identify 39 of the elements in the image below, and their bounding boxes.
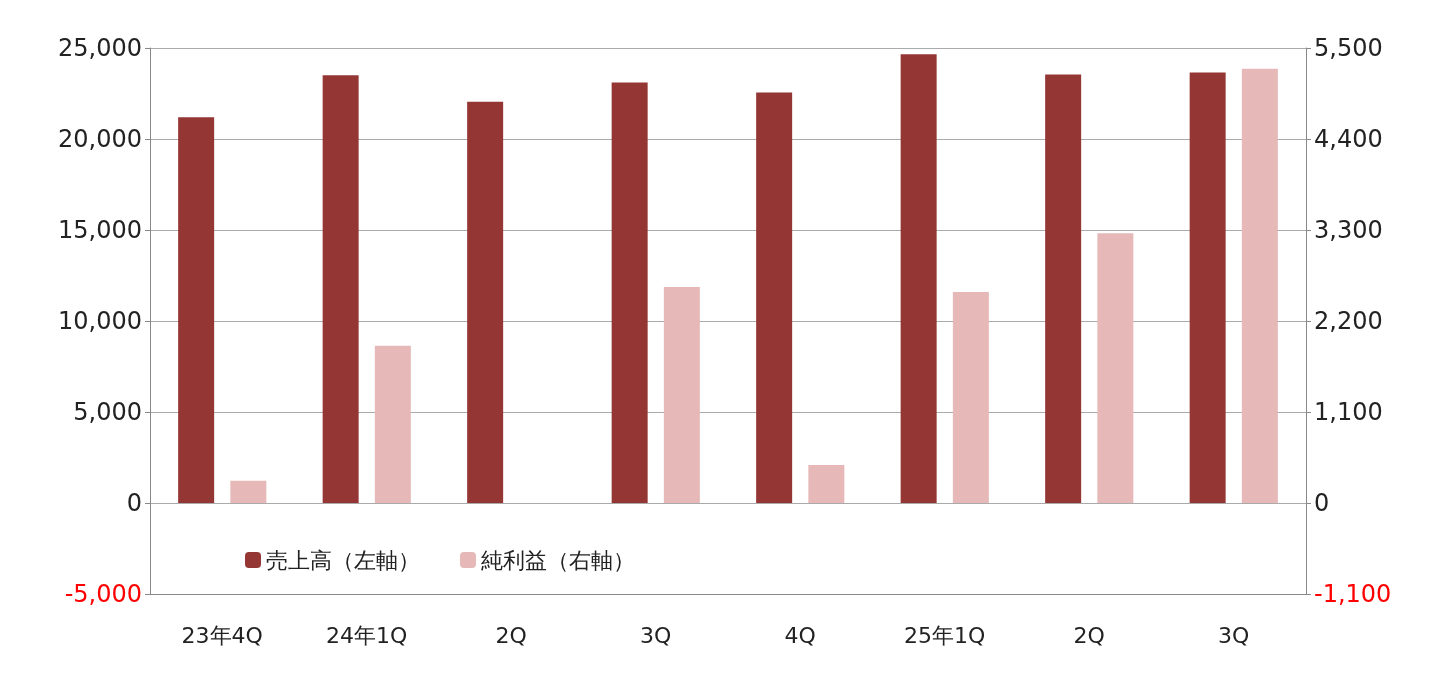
y-tick-label: 10,000 bbox=[58, 307, 142, 335]
y2-tick-label: 5,500 bbox=[1314, 34, 1383, 62]
x-tick-label: 2Q bbox=[495, 622, 527, 648]
bar bbox=[374, 345, 411, 503]
y-tick-label: 25,000 bbox=[58, 34, 142, 62]
x-tick-label: 3Q bbox=[1218, 622, 1250, 648]
bar bbox=[178, 117, 215, 503]
x-tick-label: 23年4Q bbox=[181, 622, 263, 648]
y2-tick-label: 3,300 bbox=[1314, 216, 1383, 244]
y-tick-label: 0 bbox=[126, 489, 142, 517]
bar bbox=[611, 82, 648, 503]
y-tick-label: 5,000 bbox=[73, 398, 142, 426]
bar bbox=[1189, 72, 1226, 503]
bar bbox=[952, 292, 989, 503]
bar bbox=[756, 92, 793, 503]
bar bbox=[1097, 233, 1134, 503]
bar bbox=[322, 75, 359, 503]
y-tick-label: -5,000 bbox=[64, 580, 142, 608]
legend-label: 売上高（左軸） bbox=[266, 547, 420, 573]
bar bbox=[808, 464, 845, 503]
bar bbox=[230, 480, 267, 503]
x-tick-label: 25年1Q bbox=[904, 622, 986, 648]
legend-label: 純利益（右軸） bbox=[481, 547, 635, 573]
bar bbox=[1241, 68, 1278, 503]
bar bbox=[663, 287, 700, 503]
y-tick-label: 20,000 bbox=[58, 125, 142, 153]
bar bbox=[1045, 74, 1082, 503]
y2-tick-label: 2,200 bbox=[1314, 307, 1383, 335]
x-tick-label: 4Q bbox=[784, 622, 816, 648]
y2-tick-label: -1,100 bbox=[1314, 580, 1392, 608]
y2-tick-label: 4,400 bbox=[1314, 125, 1383, 153]
y2-tick-label: 0 bbox=[1314, 489, 1330, 517]
y-tick-label: 15,000 bbox=[58, 216, 142, 244]
bar bbox=[900, 54, 937, 503]
x-tick-label: 2Q bbox=[1073, 622, 1105, 648]
x-tick-label: 24年1Q bbox=[326, 622, 408, 648]
x-tick-label: 3Q bbox=[640, 622, 672, 648]
bar bbox=[467, 101, 504, 503]
y2-tick-label: 1,100 bbox=[1314, 398, 1383, 426]
